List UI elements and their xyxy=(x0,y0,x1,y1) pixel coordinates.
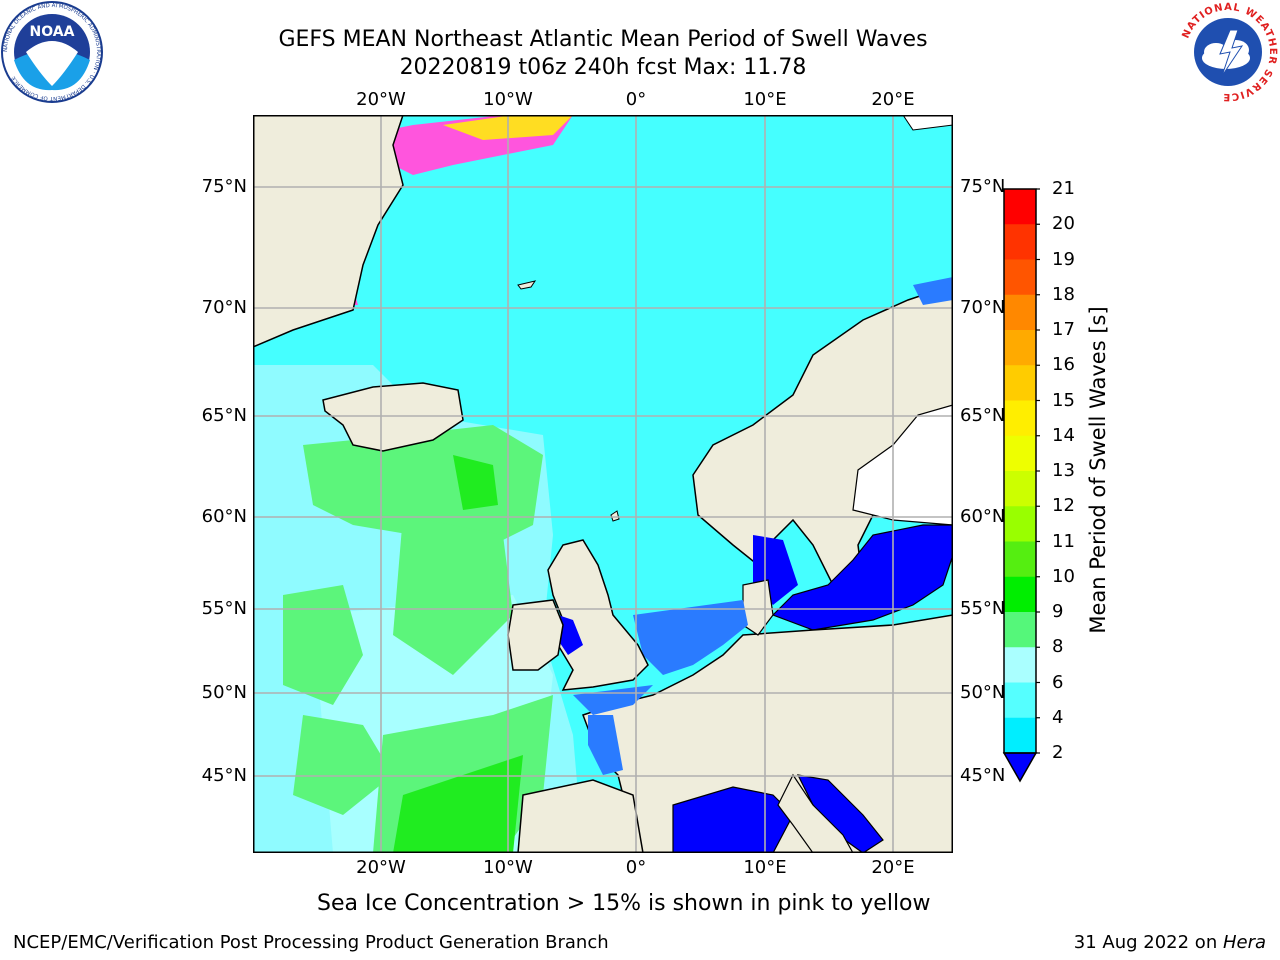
colorbar-segment xyxy=(1004,506,1036,542)
land-finland-white xyxy=(852,404,953,526)
tick-left-75n: 75°N xyxy=(201,176,247,197)
land-svalbard-edge xyxy=(902,115,953,131)
colorbar-segment xyxy=(1004,682,1036,719)
colorbar-tick-label: 12 xyxy=(1052,495,1075,517)
sea-biscay-blue xyxy=(588,715,623,775)
sea-irish-blue xyxy=(558,615,583,655)
tick-left-50n: 50°N xyxy=(201,682,247,703)
tick-top-10e: 10°E xyxy=(743,89,787,110)
colorbar-tick-label: 19 xyxy=(1052,248,1075,270)
colorbar-tick-label: 21 xyxy=(1052,178,1075,199)
ocean-green-mid2 xyxy=(393,515,513,675)
colorbar-segment xyxy=(1004,224,1036,260)
colorbar-segment xyxy=(1004,259,1036,296)
colorbar-segment xyxy=(1004,294,1036,331)
colorbar xyxy=(1000,186,1040,786)
colorbar-segment xyxy=(1004,647,1036,683)
ocean-green-north xyxy=(303,425,543,545)
land-ireland xyxy=(507,599,564,671)
tick-top-10w: 10°W xyxy=(483,89,533,110)
tick-right-75n: 75°N xyxy=(960,176,1006,197)
colorbar-segment xyxy=(1004,365,1036,401)
footer-date-text: 31 Aug 2022 on xyxy=(1073,932,1223,953)
colorbar-segment xyxy=(1004,717,1036,754)
tick-top-20w: 20°W xyxy=(356,89,406,110)
footer-branch: NCEP/EMC/Verification Post Processing Pr… xyxy=(13,932,609,953)
island-faroes xyxy=(610,510,620,522)
island-jan-mayen xyxy=(517,280,537,290)
colorbar-tick-label: 8 xyxy=(1052,636,1064,658)
tick-top-0: 0° xyxy=(625,89,647,110)
sea-norway-blue-patch xyxy=(913,277,953,305)
tick-left-65n: 65°N xyxy=(201,405,247,426)
land-great-britain xyxy=(547,539,649,691)
nws-logo: NATIONAL WEATHER SERVICE xyxy=(1176,0,1280,104)
colorbar-tick-label: 18 xyxy=(1052,283,1075,305)
ocean-bright-green-south xyxy=(393,755,523,853)
tick-bottom-20w: 20°W xyxy=(356,857,406,878)
land-italy xyxy=(777,773,854,853)
page-subtitle: 20220819 t06z 240h fcst Max: 11.78 xyxy=(399,55,807,80)
colorbar-svg xyxy=(1002,188,1040,783)
noaa-logo-text: NOAA xyxy=(30,24,75,40)
map-gridlines xyxy=(253,115,953,853)
colorbar-tick-label: 15 xyxy=(1052,389,1075,411)
footer-date: 31 Aug 2022 on Hera xyxy=(1074,932,1266,953)
colorbar-segment xyxy=(1004,435,1036,472)
tick-right-50n: 50°N xyxy=(960,682,1006,703)
colorbar-extend-triangle xyxy=(1002,752,1038,783)
map-border xyxy=(253,115,953,853)
sea-north-sea-blue xyxy=(633,600,748,675)
colorbar-tick-label: 11 xyxy=(1052,530,1075,552)
colorbar-segment xyxy=(1004,330,1036,366)
footer-machine: Hera xyxy=(1222,932,1266,953)
tick-bottom-20e: 20°E xyxy=(871,857,915,878)
colorbar-tick-label: 17 xyxy=(1052,319,1075,340)
colorbar-tick-label: 16 xyxy=(1052,354,1075,376)
colorbar-tick-label: 14 xyxy=(1052,424,1075,446)
colorbar-segment xyxy=(1004,541,1036,578)
sea-ice-caption: Sea Ice Concentration > 15% is shown in … xyxy=(317,891,931,916)
tick-left-60n: 60°N xyxy=(201,506,247,527)
colorbar-segment xyxy=(1004,576,1036,613)
land-greenland xyxy=(253,115,404,348)
tick-bottom-0: 0° xyxy=(625,857,647,878)
tick-bottom-10e: 10°E xyxy=(743,857,787,878)
land-iberia xyxy=(517,779,644,853)
colorbar-segment xyxy=(1004,471,1036,507)
tick-right-70n: 70°N xyxy=(960,297,1006,318)
tick-left-45n: 45°N xyxy=(201,765,247,786)
colorbar-label: Mean Period of Swell Waves [s] xyxy=(1086,306,1110,634)
tick-bottom-10w: 10°W xyxy=(483,857,533,878)
colorbar-tick-label: 2 xyxy=(1052,742,1064,763)
tick-right-55n: 55°N xyxy=(960,598,1006,619)
tick-top-20e: 20°E xyxy=(871,89,915,110)
noaa-logo: NOAA NATIONAL OCEANIC AND ATMOSPHERIC AD… xyxy=(0,0,104,104)
colorbar-segment xyxy=(1004,612,1036,648)
ocean-bright-green-north xyxy=(453,455,498,510)
colorbar-tick-label: 20 xyxy=(1052,213,1075,235)
map-svg xyxy=(253,109,953,853)
tick-right-45n: 45°N xyxy=(960,765,1006,786)
colorbar-tick-label: 13 xyxy=(1052,460,1075,481)
tick-left-70n: 70°N xyxy=(201,297,247,318)
ocean-green-mid1 xyxy=(283,585,363,705)
colorbar-tick-label: 9 xyxy=(1052,601,1064,622)
page-title: GEFS MEAN Northeast Atlantic Mean Period… xyxy=(278,27,928,52)
land-iceland xyxy=(322,382,464,452)
ocean-green-mid3 xyxy=(293,715,393,815)
colorbar-segment xyxy=(1004,189,1036,225)
tick-left-55n: 55°N xyxy=(201,598,247,619)
colorbar-segment xyxy=(1004,400,1036,437)
tick-right-65n: 65°N xyxy=(960,405,1006,426)
colorbar-tick-label: 10 xyxy=(1052,565,1075,587)
map-panel xyxy=(253,109,953,853)
colorbar-tick-label: 6 xyxy=(1052,671,1064,693)
tick-right-60n: 60°N xyxy=(960,506,1006,527)
colorbar-tick-label: 4 xyxy=(1052,706,1064,728)
